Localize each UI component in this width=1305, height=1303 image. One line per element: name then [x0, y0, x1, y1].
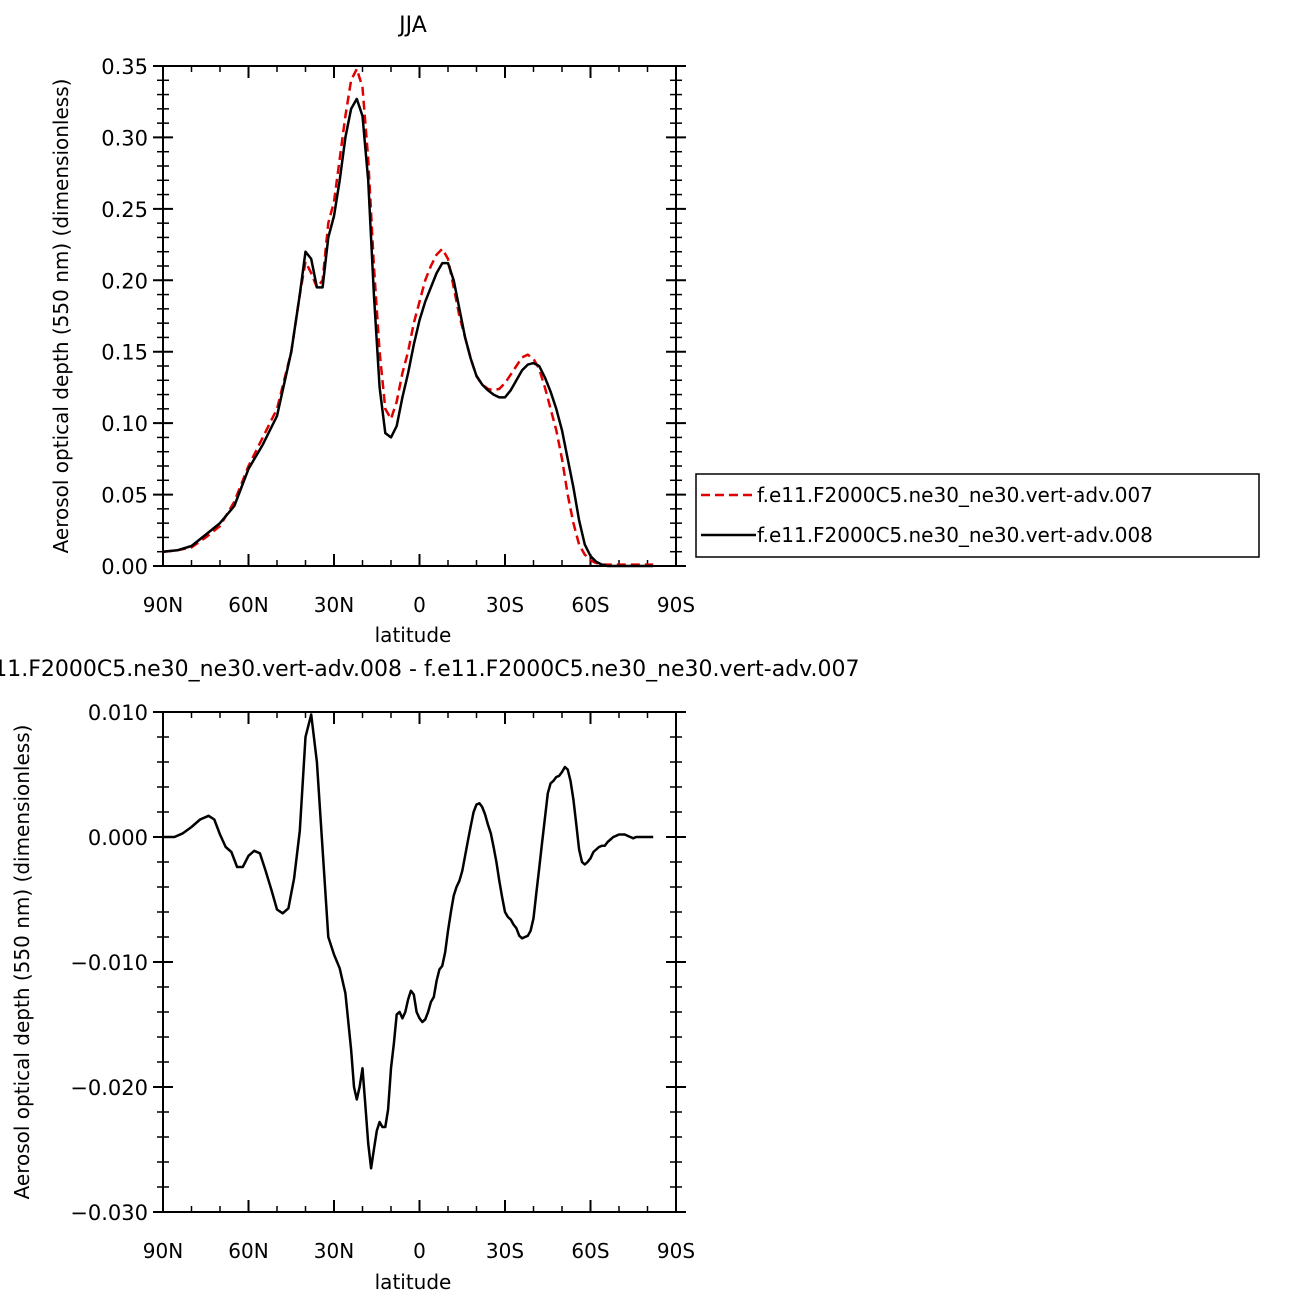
- bottom-plot-y-axis-label: Aerosol optical depth (550 nm) (dimensio…: [10, 725, 34, 1200]
- legend: f.e11.F2000C5.ne30_ne30.vert-adv.007 f.e…: [695, 473, 1260, 558]
- y-tick-label: −0.020: [70, 1076, 148, 1100]
- x-tick-label: 30N: [314, 1239, 354, 1263]
- x-tick-label: 60N: [228, 1239, 268, 1263]
- x-tick-label: 90S: [657, 593, 695, 617]
- x-tick-label: 60S: [571, 1239, 609, 1263]
- bottom-plot: f.e11.F2000C5.ne30_ne30.vert-adv.008 - f…: [0, 657, 859, 1294]
- y-tick-label: 0.10: [101, 412, 148, 436]
- x-tick-label: 90N: [143, 593, 183, 617]
- y-tick-label: 0.010: [88, 701, 148, 725]
- x-tick-label: 0: [413, 1239, 426, 1263]
- y-tick-label: 0.25: [101, 198, 148, 222]
- difference-line: [163, 713, 654, 1170]
- bottom-plot-title: f.e11.F2000C5.ne30_ne30.vert-adv.008 - f…: [0, 657, 859, 682]
- top-plot-title: JJA: [397, 13, 427, 38]
- y-tick-label: 0.00: [101, 555, 148, 579]
- x-tick-label: 60N: [228, 593, 268, 617]
- bottom-plot-ticks: 90N 60N 30N 0 30S 60S 90S 0.010 0.000 −0.010 −0.02…: [70, 701, 695, 1263]
- y-tick-label: 0.000: [88, 826, 148, 850]
- legend-label-008: f.e11.F2000C5.ne30_ne30.vert-adv.008: [757, 523, 1153, 547]
- x-tick-label: 90S: [657, 1239, 695, 1263]
- y-tick-label: 0.15: [101, 341, 148, 365]
- y-tick-label: −0.010: [70, 951, 148, 975]
- x-tick-label: 30N: [314, 593, 354, 617]
- x-tick-label: 30S: [486, 1239, 524, 1263]
- y-tick-label: 0.30: [101, 126, 148, 150]
- legend-box: [695, 473, 1260, 558]
- top-plot-y-axis-label: Aerosol optical depth (550 nm) (dimensio…: [49, 79, 73, 554]
- y-tick-label: 0.20: [101, 269, 148, 293]
- series-line-008: [162, 97, 654, 568]
- series-line-007: [162, 67, 654, 566]
- y-tick-label: 0.05: [101, 484, 148, 508]
- top-plot-series: [162, 67, 654, 568]
- y-tick-label: −0.030: [70, 1201, 148, 1225]
- bottom-plot-frame: [162, 711, 677, 1213]
- x-tick-label: 30S: [486, 593, 524, 617]
- bottom-plot-series: [163, 713, 654, 1170]
- x-tick-label: 0: [413, 593, 426, 617]
- bottom-plot-x-axis-label: latitude: [375, 1270, 452, 1294]
- top-plot-ticks: 90N 60N 30N 0 30S 60S 90S 0.00 0.05 0.10 0.15 0.20 0…: [101, 55, 695, 617]
- x-tick-label: 60S: [571, 593, 609, 617]
- x-tick-label: 90N: [143, 1239, 183, 1263]
- y-tick-label: 0.35: [101, 55, 148, 79]
- top-plot-x-axis-label: latitude: [375, 623, 452, 647]
- legend-label-007: f.e11.F2000C5.ne30_ne30.vert-adv.007: [757, 483, 1153, 507]
- top-plot: JJA latitude Aerosol optical depth (550 …: [49, 13, 695, 647]
